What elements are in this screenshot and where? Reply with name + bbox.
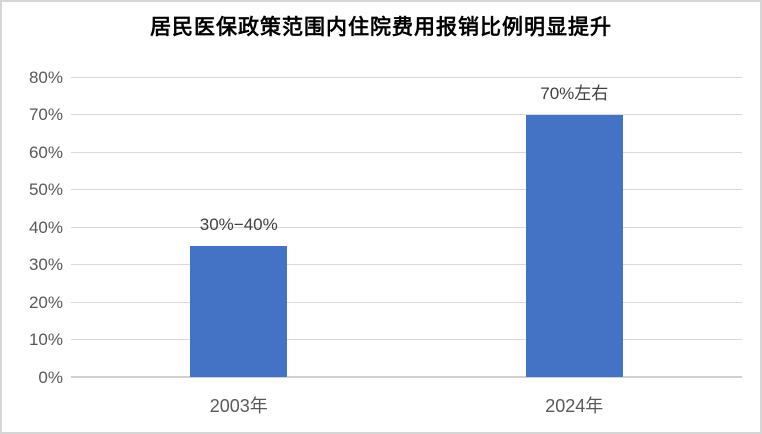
y-axis-tick-label: 10% <box>28 330 63 349</box>
gridline <box>71 114 742 115</box>
y-axis-tick-label: 50% <box>28 180 63 199</box>
bar-2003年 <box>190 245 288 377</box>
gridline <box>71 339 742 340</box>
bar-2024年 <box>525 114 623 377</box>
y-axis-tick-label: 60% <box>28 142 63 162</box>
gridline <box>71 226 742 228</box>
gridline <box>71 151 742 153</box>
bar-data-label: 30%−40% <box>199 214 278 234</box>
bar-data-label: 70%左右 <box>540 83 609 103</box>
y-axis-tick-label: 80% <box>28 67 63 87</box>
gridline <box>71 76 742 78</box>
x-axis-category-label: 2003年 <box>209 396 268 416</box>
chart-title: 居民医保政策范围内住院费用报销比例明显提升 <box>150 16 612 39</box>
x-axis-category-label: 2024年 <box>545 396 604 416</box>
plot-area: 0% 10% 20% 30% 40% 50% 60% 70% 80% 30%−40% 2003年 70… <box>29 69 742 416</box>
y-axis-tick-label: 30% <box>28 255 63 274</box>
y-axis-tick-label: 70% <box>28 105 63 124</box>
x-axis-line <box>71 376 742 378</box>
y-axis-tick-label: 20% <box>28 292 63 312</box>
y-axis-tick-label: 40% <box>28 217 63 237</box>
gridline <box>71 264 742 265</box>
gridline <box>71 301 742 303</box>
gridline <box>71 189 742 190</box>
y-axis-tick-label: 0% <box>38 367 63 387</box>
